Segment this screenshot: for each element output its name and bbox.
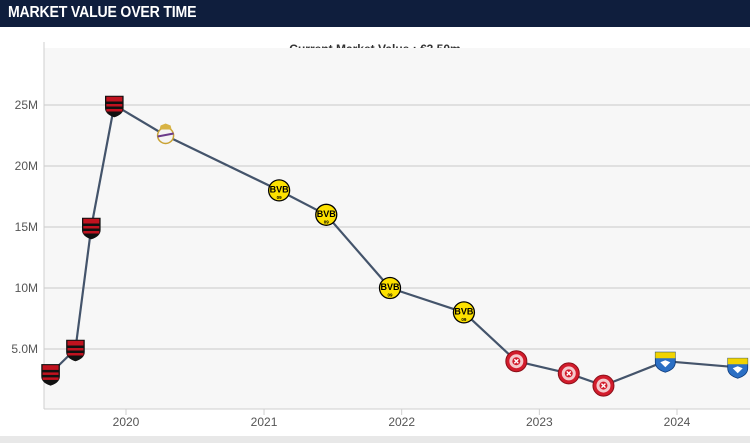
svg-text:09: 09 (387, 293, 393, 298)
svg-text:09: 09 (461, 317, 467, 322)
data-point-flamengo-crest-icon[interactable] (66, 339, 85, 362)
x-tick-label: 2022 (388, 415, 415, 429)
svg-text:09: 09 (324, 219, 330, 224)
plot-area (44, 48, 750, 409)
y-tick-label: 5.0M (11, 342, 38, 356)
x-tick-label: 2020 (113, 415, 140, 429)
data-point-flamengo-crest-icon[interactable] (82, 217, 101, 240)
y-tick-label: 15M (15, 220, 38, 234)
data-point-flamengo-crest-icon[interactable] (41, 364, 60, 386)
svg-text:BVB: BVB (380, 282, 400, 292)
header-bar: MARKET VALUE OVER TIME (0, 0, 750, 27)
x-tick-label: 2021 (251, 415, 278, 429)
svg-text:BVB: BVB (317, 209, 337, 219)
x-tick-label: 2024 (664, 415, 691, 429)
x-tick-label: 2023 (526, 415, 553, 429)
header-title: MARKET VALUE OVER TIME (8, 4, 197, 21)
data-point-frosinone-crest-icon[interactable] (727, 357, 749, 379)
data-point-girona-crest-icon[interactable] (592, 374, 615, 397)
data-point-real-madrid-crest-icon[interactable] (156, 123, 175, 145)
bottom-scroll-bar (0, 436, 750, 443)
y-tick-label: 25M (15, 98, 38, 112)
y-tick-label: 20M (15, 159, 38, 173)
y-tick-label: 10M (15, 281, 38, 295)
svg-text:09: 09 (277, 195, 283, 200)
data-point-flamengo-crest-icon[interactable] (105, 95, 124, 118)
data-point-frosinone-crest-icon[interactable] (654, 351, 676, 373)
data-point-girona-crest-icon[interactable] (557, 362, 580, 385)
svg-text:BVB: BVB (454, 306, 474, 316)
svg-text:BVB: BVB (270, 184, 290, 194)
data-point-girona-crest-icon[interactable] (505, 350, 528, 373)
